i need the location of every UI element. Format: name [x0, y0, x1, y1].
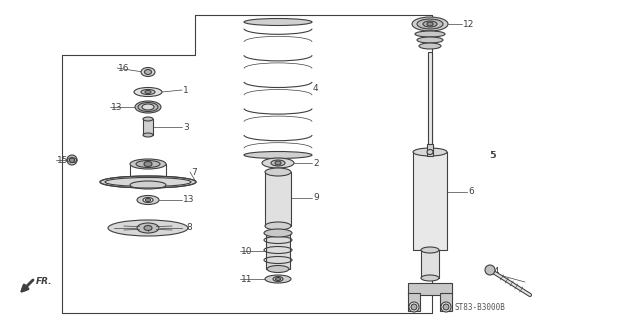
Ellipse shape [145, 91, 151, 93]
Ellipse shape [142, 104, 154, 110]
Bar [265, 172, 291, 226]
Ellipse shape [264, 229, 292, 237]
Text: 14: 14 [489, 268, 500, 276]
Ellipse shape [415, 31, 445, 37]
Bar [408, 293, 420, 311]
Ellipse shape [137, 223, 159, 233]
Ellipse shape [144, 226, 152, 230]
Bar [428, 52, 432, 152]
Ellipse shape [141, 90, 155, 94]
Ellipse shape [421, 275, 439, 281]
Text: 9: 9 [313, 194, 319, 203]
Ellipse shape [136, 161, 160, 167]
Ellipse shape [276, 277, 280, 281]
Bar [62, 15, 432, 313]
Ellipse shape [141, 68, 155, 76]
Ellipse shape [145, 198, 150, 202]
Ellipse shape [130, 159, 166, 169]
Bar [266, 233, 290, 269]
Ellipse shape [427, 22, 433, 26]
Bar [427, 144, 433, 156]
Text: 1: 1 [183, 85, 189, 94]
Text: 13: 13 [183, 196, 195, 204]
Ellipse shape [144, 162, 152, 166]
Text: 15: 15 [57, 156, 68, 164]
Ellipse shape [423, 21, 437, 27]
Ellipse shape [412, 17, 448, 31]
Ellipse shape [130, 181, 166, 189]
Ellipse shape [67, 155, 77, 165]
Text: 13: 13 [111, 102, 122, 111]
Text: 5: 5 [490, 150, 496, 159]
Ellipse shape [267, 266, 289, 273]
Text: ST83-B3000B: ST83-B3000B [455, 303, 506, 313]
Text: 5: 5 [489, 150, 495, 159]
Bar [421, 250, 439, 278]
Ellipse shape [135, 101, 161, 113]
Text: 3: 3 [183, 123, 189, 132]
Text: 10: 10 [241, 246, 252, 255]
Ellipse shape [143, 117, 153, 121]
Circle shape [409, 302, 419, 312]
Ellipse shape [265, 168, 291, 176]
Circle shape [441, 302, 451, 312]
Ellipse shape [271, 160, 285, 166]
Ellipse shape [273, 276, 283, 282]
Circle shape [411, 304, 417, 310]
Ellipse shape [244, 151, 312, 158]
Bar [413, 152, 447, 250]
Ellipse shape [417, 37, 443, 43]
Ellipse shape [419, 43, 441, 49]
Ellipse shape [265, 275, 291, 283]
Ellipse shape [143, 133, 153, 137]
Text: 2: 2 [313, 158, 319, 167]
Ellipse shape [70, 157, 75, 163]
Ellipse shape [262, 158, 294, 168]
Ellipse shape [275, 161, 281, 165]
Bar [440, 293, 452, 311]
Text: FR.: FR. [36, 277, 53, 286]
Text: 12: 12 [463, 20, 474, 28]
Circle shape [485, 265, 495, 275]
Ellipse shape [145, 69, 152, 75]
Ellipse shape [417, 19, 443, 29]
Ellipse shape [427, 149, 433, 155]
Ellipse shape [265, 222, 291, 230]
Bar [408, 283, 452, 295]
Circle shape [443, 304, 449, 310]
Ellipse shape [421, 247, 439, 253]
Bar [143, 119, 153, 135]
Text: 16: 16 [118, 63, 129, 73]
Text: 8: 8 [186, 223, 191, 233]
Text: 7: 7 [191, 167, 197, 177]
Ellipse shape [143, 197, 153, 203]
Ellipse shape [134, 87, 162, 97]
Ellipse shape [108, 220, 188, 236]
Ellipse shape [100, 176, 196, 188]
Ellipse shape [137, 196, 159, 204]
Ellipse shape [413, 148, 447, 156]
Text: 11: 11 [241, 275, 252, 284]
Ellipse shape [244, 19, 312, 26]
Text: 4: 4 [313, 84, 319, 92]
Text: 6: 6 [468, 188, 474, 196]
